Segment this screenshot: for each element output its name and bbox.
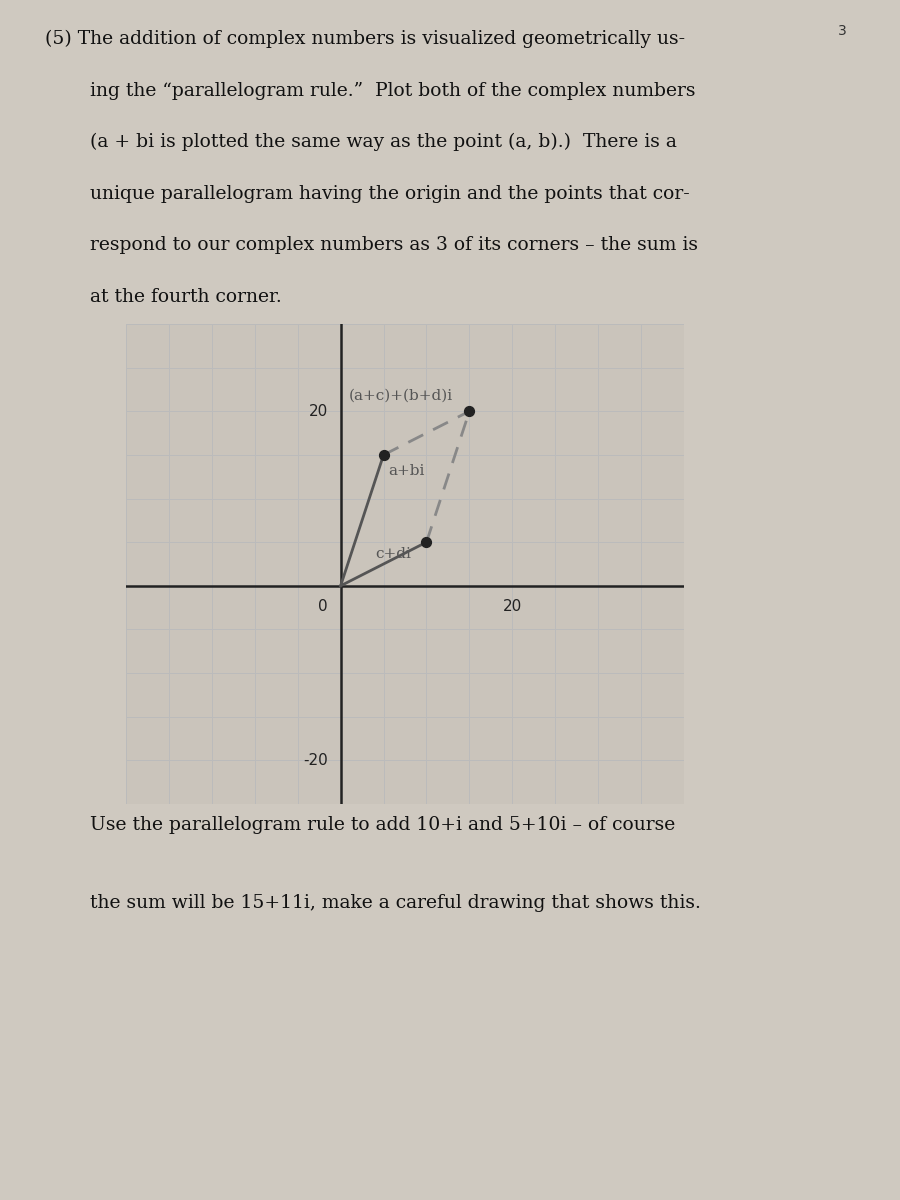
Point: [463, 402, 477, 421]
Text: unique parallelogram having the origin and the points that cor-: unique parallelogram having the origin a…: [90, 185, 689, 203]
Text: Use the parallelogram rule to add 10+i and 5+10i – of course: Use the parallelogram rule to add 10+i a…: [90, 816, 675, 834]
Text: at the fourth corner.: at the fourth corner.: [90, 288, 282, 306]
Text: (a+c)+(b+d)i: (a+c)+(b+d)i: [349, 389, 454, 402]
Text: (5) The addition of complex numbers is visualized geometrically us-: (5) The addition of complex numbers is v…: [45, 30, 685, 48]
Text: -20: -20: [303, 752, 328, 768]
Text: c+di: c+di: [375, 546, 410, 560]
Text: ing the “parallelogram rule.”  Plot both of the complex numbers: ing the “parallelogram rule.” Plot both …: [90, 82, 695, 100]
Point: [376, 445, 391, 464]
Text: 20: 20: [309, 403, 328, 419]
Text: (a + bi is plotted the same way as the point (a, b).)  There is a: (a + bi is plotted the same way as the p…: [90, 133, 677, 151]
Text: respond to our complex numbers as 3 of its corners – the sum is: respond to our complex numbers as 3 of i…: [90, 236, 698, 254]
Text: 0: 0: [318, 599, 328, 614]
Text: a+bi: a+bi: [388, 463, 424, 478]
Text: 20: 20: [503, 599, 522, 614]
Point: [419, 533, 434, 552]
Text: 3: 3: [838, 24, 847, 38]
Text: the sum will be 15+11i, make a careful drawing that shows this.: the sum will be 15+11i, make a careful d…: [90, 894, 700, 912]
